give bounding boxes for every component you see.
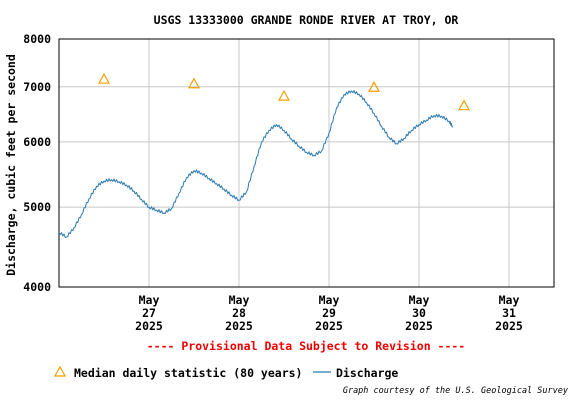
x-tick-label: May [139,293,160,307]
x-tick-label: May [409,293,430,307]
x-tick-label: 2025 [225,319,253,333]
x-tick-label: 2025 [315,319,343,333]
x-tick-label: 2025 [495,319,523,333]
y-tick-label: 8000 [23,32,51,46]
x-tick-label: 30 [412,306,426,320]
grid-lines [59,38,554,288]
y-tick-label: 5000 [23,200,51,214]
median-marker [187,77,201,89]
y-axis-label: Discharge, cubic feet per second [4,54,18,276]
x-tick-label: May [229,293,250,307]
y-tick-label: 6000 [23,135,51,149]
discharge-line [58,90,453,238]
x-tick-label: May [319,293,340,307]
legend-triangle-icon [53,365,67,377]
y-axis-ticks: 4000 5000 6000 7000 8000 [23,32,51,294]
y-tick-label: 4000 [23,280,51,294]
legend-median-label: Median daily statistic (80 years) [74,366,302,380]
plot-area [58,38,555,288]
y-tick-label: 7000 [23,80,51,94]
x-tick-label: 27 [142,306,156,320]
provisional-note: ---- Provisional Data Subject to Revisio… [147,339,466,353]
median-marker [97,72,111,84]
series-layer [58,72,471,238]
legend-discharge-label: Discharge [336,366,398,380]
x-tick-label: 28 [232,306,246,320]
median-marker [277,89,291,101]
legend: Median daily statistic (80 years) Discha… [53,365,398,380]
x-tick-label: May [499,293,520,307]
chart-title: USGS 13333000 GRANDE RONDE RIVER AT TROY… [154,13,459,27]
x-axis-ticks: May272025May282025May292025May302025May3… [135,293,523,333]
usgs-credit: Graph courtesy of the U.S. Geological Su… [343,386,569,396]
median-marker [457,99,471,111]
median-marker [367,81,381,92]
x-tick-label: 2025 [135,319,163,333]
x-tick-label: 29 [322,306,336,320]
x-tick-label: 2025 [405,319,433,333]
x-tick-label: 31 [502,306,516,320]
